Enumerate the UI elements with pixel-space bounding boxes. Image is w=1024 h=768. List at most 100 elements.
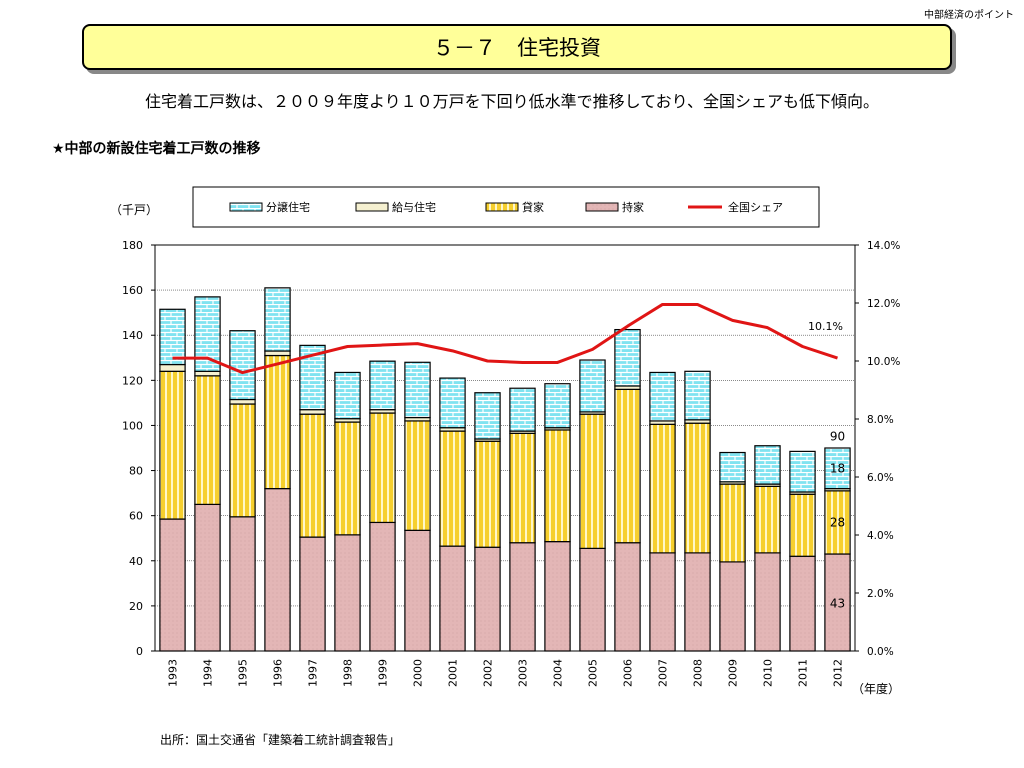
x-tick-label: 2008 (692, 659, 705, 687)
y2-tick-label: 12.0% (867, 298, 900, 310)
bar-kashiya (754, 485, 781, 554)
bar-mochiie (614, 542, 641, 652)
y-tick-label: 40 (129, 555, 143, 568)
x-tick-label: 2005 (587, 659, 600, 687)
bar-kashiya (159, 370, 186, 520)
bar-kashiya (684, 422, 711, 554)
bar-kashiya (649, 423, 676, 554)
source-note: 出所：国土交通省「建築着工統計調査報告」 (160, 733, 401, 747)
grid-lines (154, 244, 856, 652)
x-tick-label: 2001 (447, 659, 460, 687)
bar-kashiya (404, 420, 431, 531)
bar-kyuyo (194, 370, 221, 377)
bar-bunjo (334, 371, 361, 420)
kashiya-value-label: 28 (830, 515, 845, 529)
bar-bunjo (509, 387, 536, 432)
bar-bunjo (789, 450, 816, 493)
bar-kashiya (299, 413, 326, 538)
share-line (172, 302, 838, 375)
x-tick-label: 1993 (167, 659, 180, 687)
plot-frame (154, 244, 856, 652)
x-tick-label: 2002 (482, 659, 495, 687)
bar-kyuyo (229, 398, 256, 405)
bar-kyuyo (159, 363, 186, 372)
bar-kashiya (334, 421, 361, 536)
bar-mochiie (509, 542, 536, 652)
chart-legend: 分譲住宅 給与住宅 貸家 持家 全国シェア (192, 186, 820, 228)
x-tick-label: 2003 (517, 659, 530, 687)
bar-kashiya (264, 354, 291, 490)
bar-mochiie (334, 534, 361, 652)
y-tick-label: 160 (122, 284, 143, 297)
bar-bunjo (649, 371, 676, 422)
bar-mochiie (789, 555, 816, 652)
corner-label: 中部経済のポイント (924, 10, 1014, 21)
bar-mochiie (649, 552, 676, 652)
bar-mochiie (299, 536, 326, 652)
bar-bunjo (544, 383, 571, 429)
legend-swatch-kashiya (485, 202, 519, 212)
bar-kyuyo (299, 409, 326, 415)
mochiie-value-label: 43 (830, 597, 845, 611)
bar-kashiya (194, 375, 221, 505)
bar-kashiya (614, 388, 641, 544)
bar-kashiya (719, 483, 746, 563)
x-tick-label: 2009 (727, 659, 740, 687)
bar-mochiie (684, 552, 711, 652)
x-tick-label: 2006 (622, 659, 635, 687)
x-tick-label: 1994 (202, 659, 215, 687)
bar-kashiya (824, 490, 851, 555)
y-tick-label: 20 (129, 600, 143, 613)
bar-bunjo (474, 392, 501, 440)
bar-bunjo (404, 361, 431, 419)
y2-tick-label: 14.0% (867, 240, 900, 252)
bar-mochiie (824, 553, 851, 652)
bar-bunjo (264, 287, 291, 352)
bar-mochiie (264, 488, 291, 652)
legend-swatch-kyuyo (355, 202, 389, 212)
x-tick-label: 1999 (377, 659, 390, 687)
y2-tick-label: 0.0% (867, 646, 894, 658)
x-tick-label: 2004 (552, 659, 565, 687)
section-title: ★中部の新設住宅着工戸数の推移 (52, 141, 261, 157)
x-tick-label: 2012 (832, 659, 845, 687)
y-tick-label: 100 (122, 419, 143, 432)
bar-mochiie (719, 561, 746, 652)
legend-label-share: 全国シェア (728, 200, 783, 214)
bars-group (159, 287, 851, 652)
bar-mochiie (544, 541, 571, 652)
bar-mochiie (474, 546, 501, 652)
y-unit-label: （千戸） (110, 203, 158, 217)
x-tick-label: 1995 (237, 659, 250, 687)
x-tick-label: 2007 (657, 659, 670, 687)
x-tick-label: 1996 (272, 659, 285, 687)
legend-label-kyuyo: 給与住宅 (392, 200, 436, 214)
share-line-group (172, 302, 838, 375)
bar-mochiie (579, 547, 606, 652)
bar-bunjo (824, 447, 851, 490)
bar-kashiya (509, 432, 536, 544)
bar-kashiya (789, 493, 816, 557)
y-tick-label: 80 (129, 465, 143, 478)
bar-bunjo (159, 308, 186, 366)
legend-label-mochiie: 持家 (622, 200, 644, 214)
y-tick-label: 60 (129, 510, 143, 523)
bar-bunjo (754, 445, 781, 485)
label-group: 10.1% 90 18 28 43 (808, 320, 845, 610)
legend-swatch-mochiie (585, 202, 619, 212)
y-tick-label: 0 (136, 645, 143, 658)
x-unit-label: （年度） (852, 681, 900, 696)
y-tick-label: 120 (122, 374, 143, 387)
y-tick-label: 180 (122, 239, 143, 252)
bar-mochiie (159, 518, 186, 652)
x-tick-label: 2000 (412, 659, 425, 687)
bar-mochiie (369, 521, 396, 652)
axes-group: 0 20 40 60 80 100 120 140 160 180 0.0% 2.0% 4.0% 6.0%… (110, 203, 900, 696)
x-tick-label: 1998 (342, 659, 355, 687)
bar-mochiie (404, 529, 431, 652)
bar-bunjo (579, 359, 606, 413)
y2-tick-label: 8.0% (867, 414, 894, 426)
y-tick-label: 140 (122, 329, 143, 342)
bar-kyuyo (264, 350, 291, 357)
